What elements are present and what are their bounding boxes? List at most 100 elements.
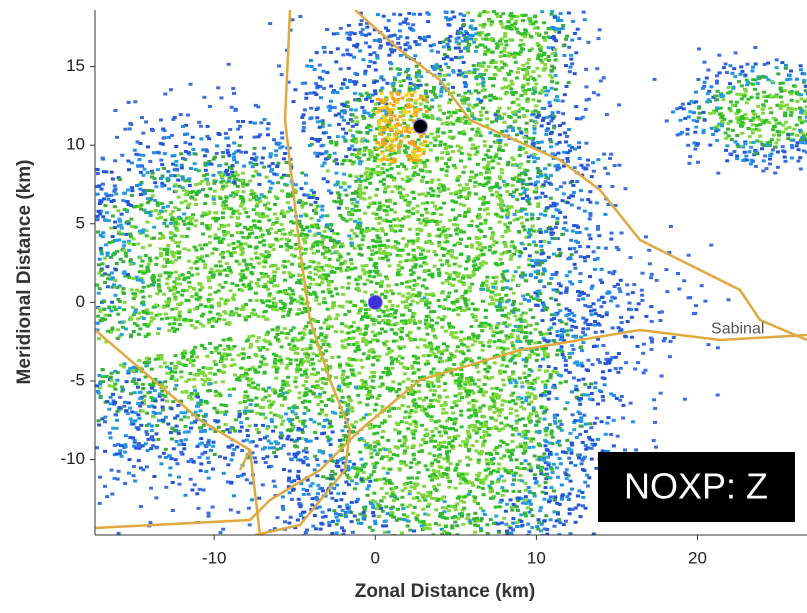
radar-pixel	[111, 215, 115, 218]
radar-pixel	[437, 228, 441, 231]
radar-pixel	[224, 423, 228, 426]
radar-pixel	[485, 276, 489, 279]
radar-pixel	[360, 379, 364, 382]
radar-pixel	[138, 230, 142, 233]
radar-pixel	[650, 348, 654, 351]
radar-pixel	[461, 440, 465, 443]
radar-pixel	[547, 500, 551, 503]
radar-pixel	[487, 345, 491, 348]
radar-pixel	[516, 499, 520, 502]
radar-pixel	[697, 116, 701, 119]
radar-pixel	[543, 418, 547, 421]
radar-pixel	[177, 208, 181, 211]
radar-pixel	[460, 425, 464, 428]
radar-pixel	[312, 252, 316, 255]
radar-pixel	[520, 242, 524, 245]
radar-pixel	[187, 249, 191, 252]
radar-pixel	[523, 424, 527, 427]
radar-pixel	[198, 409, 202, 412]
radar-pixel	[452, 363, 456, 366]
radar-pixel	[300, 232, 304, 235]
radar-pixel	[454, 508, 458, 511]
radar-pixel	[142, 303, 146, 306]
radar-pixel	[706, 69, 710, 72]
radar-pixel	[596, 257, 600, 260]
radar-pixel	[592, 302, 596, 305]
radar-pixel	[472, 392, 476, 395]
radar-pixel	[344, 155, 348, 158]
radar-pixel	[233, 430, 237, 433]
radar-pixel	[254, 461, 258, 464]
radar-pixel	[323, 46, 327, 49]
radar-pixel	[596, 93, 600, 96]
radar-pixel	[380, 252, 384, 255]
radar-pixel	[309, 283, 313, 286]
radar-pixel	[434, 427, 438, 430]
radar-pixel	[553, 48, 557, 51]
radar-pixel	[195, 193, 199, 196]
radar-pixel	[502, 517, 506, 520]
radar-pixel	[416, 514, 420, 517]
radar-pixel	[416, 483, 420, 486]
radar-pixel	[447, 158, 451, 161]
radar-pixel	[375, 217, 379, 220]
radar-pixel	[500, 364, 504, 367]
radar-pixel	[567, 498, 571, 501]
radar-pixel	[255, 299, 259, 302]
radar-pixel	[394, 358, 398, 361]
radar-pixel	[298, 396, 302, 399]
radar-pixel	[316, 205, 320, 208]
radar-pixel	[137, 312, 141, 315]
radar-pixel	[503, 306, 507, 309]
radar-pixel	[397, 432, 401, 435]
radar-pixel	[264, 416, 268, 419]
radar-pixel	[355, 482, 359, 485]
radar-pixel	[349, 237, 353, 240]
radar-pixel	[438, 357, 442, 360]
radar-pixel	[640, 289, 644, 292]
radar-pixel	[300, 363, 304, 366]
radar-pixel	[198, 244, 202, 247]
radar-pixel	[581, 378, 585, 381]
radar-pixel	[589, 237, 593, 240]
radar-pixel	[572, 224, 576, 227]
radar-pixel	[182, 212, 186, 215]
radar-pixel	[524, 365, 528, 368]
radar-pixel	[368, 182, 372, 185]
radar-pixel	[524, 312, 528, 315]
radar-pixel	[412, 83, 416, 86]
radar-pixel	[286, 376, 290, 379]
radar-pixel	[569, 480, 573, 483]
radar-pixel	[318, 64, 322, 67]
radar-pixel	[575, 361, 579, 364]
radar-pixel	[149, 521, 153, 524]
radar-pixel	[236, 120, 240, 123]
radar-pixel	[391, 246, 395, 249]
radar-pixel	[331, 431, 335, 434]
radar-pixel	[511, 433, 515, 436]
radar-pixel	[357, 312, 361, 315]
radar-pixel	[294, 455, 298, 458]
radar-pixel	[271, 243, 275, 246]
radar-pixel	[445, 259, 449, 262]
radar-pixel	[309, 260, 313, 263]
radar-pixel	[152, 281, 156, 284]
radar-pixel	[409, 466, 413, 469]
radar-pixel	[122, 249, 126, 252]
radar-pixel	[546, 90, 550, 93]
radar-pixel	[207, 160, 211, 163]
radar-pixel	[224, 132, 228, 135]
radar-pixel	[315, 458, 319, 461]
radar-pixel	[676, 133, 680, 136]
radar-pixel	[260, 272, 264, 275]
radar-pixel	[771, 149, 775, 152]
radar-pixel	[419, 265, 423, 268]
radar-pixel	[636, 361, 640, 364]
radar-pixel	[541, 491, 545, 494]
radar-pixel	[504, 79, 508, 82]
radar-pixel	[342, 119, 346, 122]
radar-pixel	[470, 246, 474, 249]
radar-pixel	[430, 132, 434, 135]
radar-pixel	[371, 227, 375, 230]
radar-pixel	[241, 120, 245, 123]
